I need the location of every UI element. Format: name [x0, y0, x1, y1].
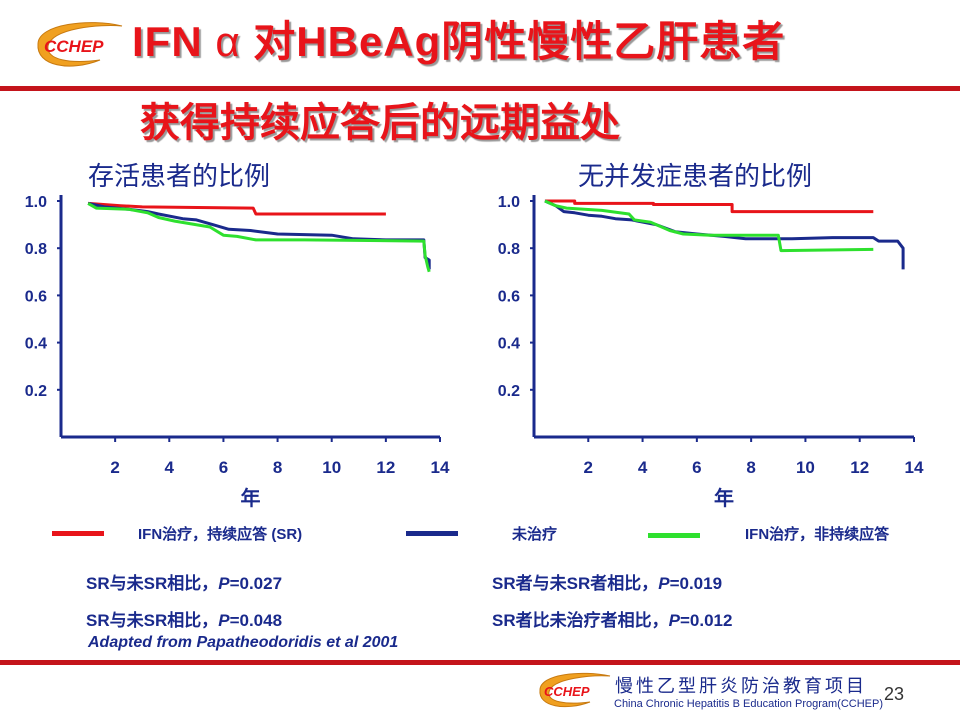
slide-title-line2: 获得持续应答后的远期益处 [140, 101, 620, 145]
series-line-0 [544, 199, 874, 214]
legend-line-sr [52, 531, 104, 536]
chart-survival: 1.0 0.8 0.6 0.4 0.2 2 4 6 8 10 12 14 年 [25, 194, 450, 510]
chart-title-survival: 存活患者的比例 [88, 161, 271, 191]
series-line-2 [544, 199, 874, 253]
y-tick-label: 1.0 [498, 194, 520, 211]
y-tick-label: 0.2 [25, 383, 47, 400]
citation: Adapted from Papatheodoridis et al 2001 [88, 634, 399, 651]
x-tick-label: 12 [376, 458, 395, 477]
y-tick-label: 0.2 [498, 383, 520, 400]
title-alpha: α [215, 18, 241, 65]
x-tick-label: 2 [584, 458, 593, 477]
legend-line-untreated [406, 531, 458, 536]
x-tick-label: 4 [165, 458, 175, 477]
stat-left-1: SR与未SR相比，P=0.027 [86, 574, 283, 593]
legend-label-nonsr: IFN治疗，非持续应答 [745, 526, 890, 543]
legend-line-nonsr [648, 533, 700, 538]
x-tick-label: 8 [273, 458, 282, 477]
y-tick-label: 0.4 [498, 336, 520, 353]
title-rule [0, 86, 960, 91]
stat-right-2: SR者比未治疗者相比，P=0.012 [492, 611, 733, 630]
chart-title-complication-free: 无并发症患者的比例 [578, 161, 813, 191]
stat-left-2: SR与未SR相比，P=0.048 [86, 611, 283, 630]
y-tick-label: 0.8 [25, 241, 47, 258]
y-tick-label: 0.6 [498, 288, 520, 305]
cchep-logo: CCHEP [30, 14, 130, 74]
stat-right-1: SR者与未SR者相比，P=0.019 [492, 574, 723, 593]
x-axis-label: 年 [714, 486, 734, 510]
series-line-0 [87, 201, 386, 216]
legend-label-sr: IFN治疗，持续应答 (SR) [138, 526, 303, 543]
chart-complication-free: 1.0 0.8 0.6 0.4 0.2 2 4 6 8 10 12 14 年 [498, 194, 924, 510]
y-tick-label: 0.6 [25, 288, 47, 305]
x-tick-label: 10 [322, 458, 341, 477]
y-tick-label: 1.0 [25, 194, 47, 211]
x-axis-label: 年 [241, 486, 261, 510]
series-line-2 [87, 202, 431, 273]
legend-label-untreated: 未治疗 [512, 526, 558, 543]
x-tick-label: 4 [638, 458, 648, 477]
x-tick-label: 2 [110, 458, 119, 477]
y-tick-label: 0.8 [498, 241, 520, 258]
logo-text: CCHEP [44, 37, 104, 56]
x-tick-label: 10 [796, 458, 815, 477]
x-tick-label: 14 [431, 458, 450, 477]
page-number: 23 [884, 684, 905, 704]
x-tick-label: 8 [746, 458, 755, 477]
x-tick-label: 6 [692, 458, 701, 477]
x-tick-label: 6 [219, 458, 228, 477]
y-tick-label: 0.4 [25, 336, 47, 353]
footer-rule [0, 660, 960, 665]
x-tick-label: 12 [850, 458, 869, 477]
title-ifn: IFN [132, 18, 216, 65]
slide-title-line1: IFN α 对HBeAg阴性慢性乙肝患者 [132, 8, 785, 69]
footer-program-name-en: China Chronic Hepatitis B Education Prog… [614, 698, 883, 710]
title-rest: 对HBeAg阴性慢性乙肝患者 [240, 18, 786, 65]
x-tick-label: 14 [905, 458, 924, 477]
footer-logo: CCHEP [534, 668, 614, 712]
footer-logo-text: CCHEP [544, 684, 590, 699]
footer-program-name: 慢性乙型肝炎防治教育项目 [615, 676, 867, 696]
